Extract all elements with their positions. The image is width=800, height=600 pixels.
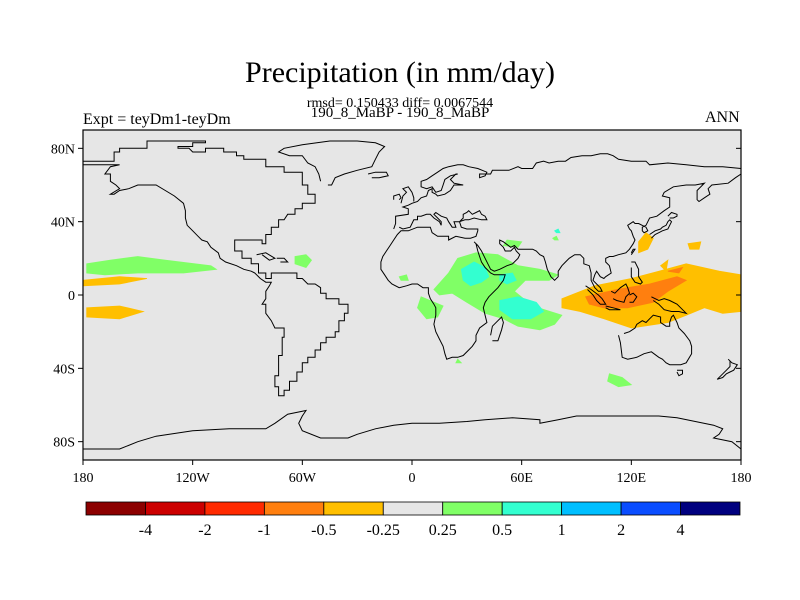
- experiment-label: Expt = teyDm1-teyDm: [83, 111, 231, 128]
- x-tick-label-0: 180: [73, 471, 94, 486]
- anomaly-region-2: [398, 274, 409, 281]
- x-tick-label-6: 180: [731, 471, 752, 486]
- coastline-16: [618, 314, 693, 366]
- y-tick-label-2: 0: [68, 289, 75, 304]
- colorbar-label-9: 4: [677, 522, 685, 539]
- coastline-8: [667, 211, 678, 219]
- y-tick-label-1: 40N: [51, 216, 75, 231]
- colorbar: -4 -2 -1 -0.5 -0.25 0.25 0.5 1 2 4: [85, 501, 741, 539]
- anomaly-region-16: [638, 232, 654, 254]
- coastline-19: [490, 316, 504, 342]
- coastline-18: [716, 358, 739, 380]
- colorbar-label-2: -1: [258, 522, 271, 539]
- coastline-layer: [83, 140, 741, 450]
- coastline-7: [649, 219, 673, 239]
- rmsd-diff-stats: rmsd= 0.150433 diff= 0.0067544: [306, 96, 494, 111]
- colorbar-box-9: [620, 501, 681, 516]
- colorbar-label-1: -2: [198, 522, 211, 539]
- anomaly-region-1: [294, 254, 313, 268]
- anomaly-region-17: [687, 241, 702, 250]
- colorbar-box-4: [323, 501, 384, 516]
- coastline-12: [605, 305, 621, 311]
- season-label: ANN: [705, 109, 740, 126]
- x-tick-label-4: 60E: [510, 471, 533, 486]
- coastline-5: [393, 153, 741, 230]
- anomaly-region-6: [552, 235, 559, 241]
- x-tick-label-3: 0: [409, 471, 416, 486]
- anomaly-region-3: [417, 296, 444, 320]
- colorbar-label-8: 2: [617, 522, 625, 539]
- anomaly-region-13: [83, 276, 148, 287]
- anomaly-region-20: [667, 266, 684, 274]
- colorbar-box-7: [501, 501, 563, 516]
- anomaly-fill-layer: [83, 228, 741, 388]
- coastline-3: [400, 186, 415, 204]
- anomaly-region-18: [659, 259, 669, 273]
- anomaly-region-11: [499, 296, 545, 320]
- coastline-9: [630, 248, 636, 255]
- colorbar-box-3: [263, 501, 325, 516]
- y-tick-label-4: 80S: [53, 436, 75, 451]
- y-tick-label-0: 80N: [51, 142, 75, 157]
- coastline-22: [83, 409, 741, 450]
- anomaly-region-10: [499, 272, 517, 285]
- coastline-14: [629, 292, 638, 303]
- chart-title: Precipitation (in mm/day): [245, 56, 555, 89]
- coastline-1: [277, 140, 386, 186]
- colorbar-box-5: [382, 501, 444, 516]
- anomaly-region-9: [460, 261, 490, 287]
- y-tick-label-3: 40S: [53, 362, 75, 377]
- colorbar-box-1: [145, 501, 206, 516]
- coastline-15: [651, 296, 688, 315]
- colorbar-box-10: [680, 501, 741, 516]
- colorbar-label-5: 0.25: [429, 522, 457, 539]
- colorbar-label-4: -0.25: [367, 522, 400, 539]
- anomaly-region-14: [86, 305, 145, 320]
- colorbar-box-2: [204, 501, 265, 516]
- coastline-2: [367, 171, 389, 179]
- anomaly-region-7: [607, 373, 633, 388]
- colorbar-label-3: -0.5: [311, 522, 336, 539]
- coastline-11: [585, 285, 607, 305]
- x-tick-label-2: 60W: [289, 471, 317, 486]
- colorbar-label-6: 0.5: [492, 522, 512, 539]
- anomaly-region-8: [455, 358, 463, 364]
- coastline-4: [393, 193, 402, 201]
- anomaly-region-12: [553, 228, 561, 234]
- x-tick-label-5: 120E: [617, 471, 647, 486]
- colorbar-box-6: [442, 501, 503, 516]
- coastline-21: [276, 257, 289, 263]
- chart-subtitle: 190_8_MaBP - 190_8_MaBP: [310, 105, 490, 121]
- coastline-6: [380, 173, 741, 360]
- latitude-axis: 80N 40N 0 40S 80S: [51, 142, 741, 451]
- colorbar-box-0: [85, 501, 146, 516]
- longitude-axis: 180 120W 60W 0 60E 120E 180: [73, 460, 752, 486]
- anomaly-region-19: [585, 276, 688, 309]
- coastline-17: [676, 369, 683, 377]
- colorbar-box-8: [561, 501, 622, 516]
- coastline-0: [83, 140, 349, 397]
- coastline-20: [256, 252, 277, 261]
- colorbar-label-7: 1: [558, 522, 566, 539]
- coastline-10: [630, 261, 643, 285]
- coastline-13: [610, 283, 631, 303]
- x-tick-label-1: 120W: [176, 471, 211, 486]
- colorbar-label-0: -4: [139, 522, 152, 539]
- anomaly-region-0: [86, 256, 218, 276]
